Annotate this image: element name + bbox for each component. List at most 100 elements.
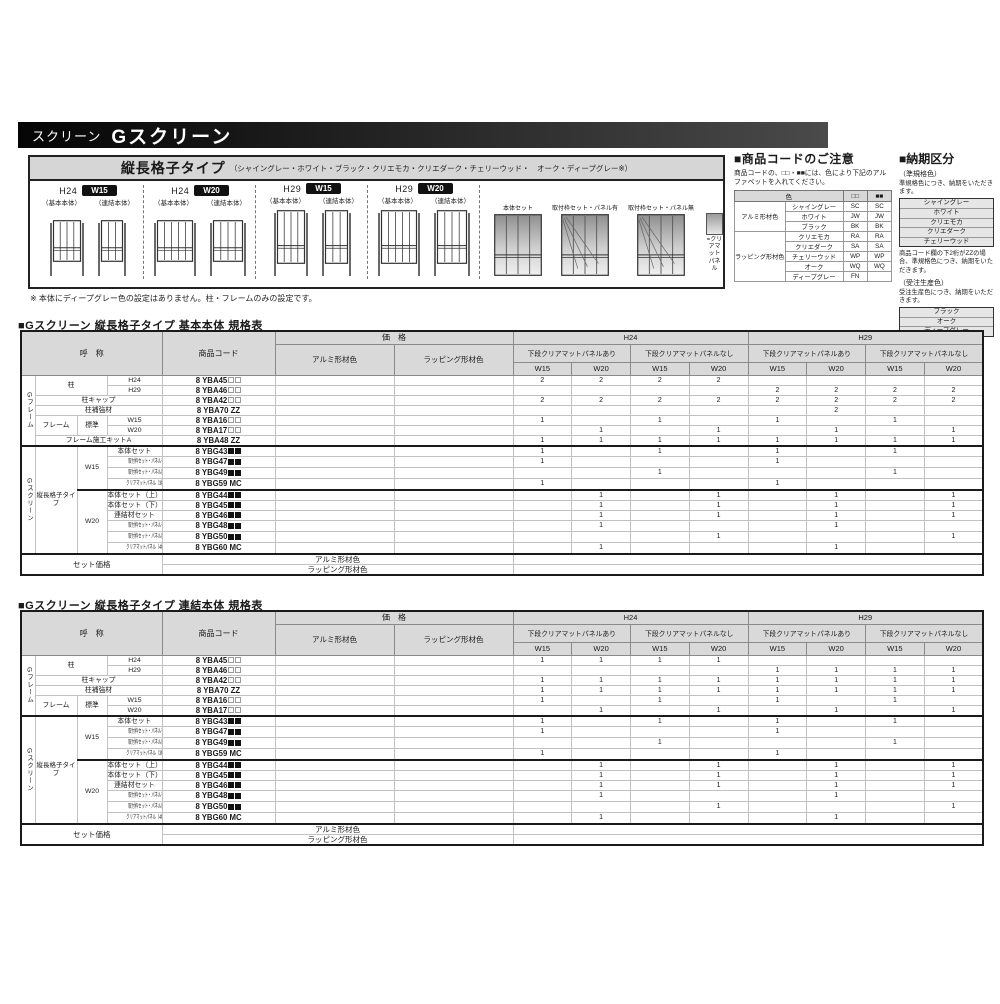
wrap-price-cell (393, 384, 514, 396)
qty-cell: 1 (512, 444, 573, 457)
qty-cell: 1 (688, 769, 749, 781)
part-name: クリアマットパネル（3枚入） (106, 477, 163, 490)
filled-color-box-icon (228, 803, 235, 810)
product-code: 8 YBG45 (161, 769, 276, 781)
header-width-size: W20 (571, 641, 631, 656)
qty-cell (865, 404, 925, 416)
header-width-size: W20 (923, 641, 984, 656)
qty-cell (865, 747, 925, 760)
color-name: ホワイト (784, 211, 844, 223)
header-without-panel: 下段クリアマットパネルなし (865, 343, 984, 363)
set-price-label: セット価格 (20, 552, 163, 575)
wrap-price-cell (393, 434, 514, 446)
qty-cell (747, 530, 808, 543)
qty-cell: 1 (865, 466, 925, 479)
qty-cell: 2 (512, 374, 573, 386)
part-name: 取付枠セット・パネル無（下段） (106, 736, 163, 749)
header-name: 呼 称 (20, 610, 163, 656)
qty-cell (571, 736, 631, 749)
qty-cell: 1 (630, 674, 690, 686)
delivery-title: ■納期区分 (899, 152, 955, 166)
qty-cell: 1 (512, 747, 573, 760)
delivery-color-item: ホワイト (900, 208, 993, 219)
part-name: 柱補強材 (34, 404, 163, 416)
color-code: JW (866, 211, 893, 223)
qty-cell: 1 (747, 684, 808, 696)
material-group-label: アルミ形材色 (734, 201, 786, 233)
legend-label: =クリアマット パネル (706, 237, 723, 272)
lattice-screen-icon (49, 220, 85, 281)
dotted-divider (479, 185, 481, 279)
set-price-empty (512, 552, 984, 565)
wrap-price-cell (393, 674, 514, 686)
product-code: 8 YBG44 (161, 488, 276, 501)
set-figure-body: 本体セット (494, 203, 542, 281)
qty-cell: 1 (806, 509, 867, 521)
qty-cell (512, 704, 573, 716)
filled-color-box-icon (228, 448, 235, 454)
qty-cell (630, 541, 690, 554)
qty-cell (865, 488, 925, 501)
qty-cell (865, 779, 925, 791)
wrap-price-cell (393, 374, 514, 386)
qty-cell (747, 466, 808, 479)
panel-note: ※ 本体にディープグレー色の設定はありません。柱・フレームのみの設定です。 (30, 294, 317, 303)
qty-cell: 2 (630, 374, 690, 386)
qty-cell (923, 736, 984, 749)
qty-cell (747, 519, 808, 532)
qty-cell: 2 (806, 384, 867, 396)
qty-cell (630, 704, 690, 716)
qty-cell (747, 654, 808, 666)
qty-cell: 1 (630, 694, 690, 706)
qty-cell: 1 (630, 434, 690, 446)
qty-cell (630, 424, 690, 436)
qty-cell: 2 (923, 394, 984, 406)
lattice-screen-icon (209, 220, 247, 281)
qty-cell: 1 (806, 424, 867, 436)
qty-cell: 1 (571, 674, 631, 686)
qty-cell (923, 811, 984, 824)
qty-cell: 1 (923, 704, 984, 716)
base-body-label: （基本本体） (378, 198, 417, 205)
product-code: 8 YBA17 (161, 704, 276, 716)
order-color-text: 受注生産色につき、納期をいただきます。 (899, 288, 994, 304)
set-price-alumi-row: アルミ形材色 (161, 822, 514, 835)
qty-cell (688, 714, 749, 727)
lattice-screen-icon (433, 210, 471, 281)
alumi-price-cell (274, 758, 395, 771)
qty-cell (630, 404, 690, 416)
part-name: 柱 (34, 654, 108, 676)
qty-cell (865, 541, 925, 554)
qty-cell (865, 530, 925, 543)
qty-cell (630, 519, 690, 532)
qty-cell: 1 (688, 779, 749, 791)
alumi-price-cell (274, 404, 395, 416)
filled-color-box-icon (235, 469, 242, 476)
part-name: H29 (106, 384, 163, 396)
wrap-price-cell (393, 404, 514, 416)
qty-cell (571, 664, 631, 676)
header-without-panel: 下段クリアマットパネルなし (630, 343, 749, 363)
qty-cell (865, 654, 925, 666)
legend-swatch-icon (706, 213, 724, 236)
qty-cell (806, 455, 867, 468)
qty-cell: 2 (688, 374, 749, 386)
alumi-price-cell (274, 519, 395, 532)
qty-cell (923, 541, 984, 554)
product-code: 8 YBA46 (161, 664, 276, 676)
filled-color-box-icon (228, 762, 235, 768)
product-code: 8 YBG60 MC (161, 541, 276, 554)
filled-color-box-icon (228, 533, 235, 540)
spec-table-title-base: ■Gスクリーン 縦長格子タイプ 基本本体 規格表 (18, 320, 263, 332)
filled-color-box-icon (235, 792, 242, 799)
wrap-price-cell (393, 414, 514, 426)
open-color-box-icon (235, 697, 242, 703)
wrap-price-cell (393, 394, 514, 406)
filled-color-box-icon (228, 502, 235, 508)
header-alumi-color: アルミ形材色 (274, 623, 395, 656)
open-color-box-icon (235, 417, 242, 423)
header-h29: H29 (747, 610, 984, 625)
clear-matte-panel-legend: =クリアマット パネル (706, 213, 724, 273)
qty-cell: 1 (806, 434, 867, 446)
product-code: 8 YBA46 (161, 384, 276, 396)
